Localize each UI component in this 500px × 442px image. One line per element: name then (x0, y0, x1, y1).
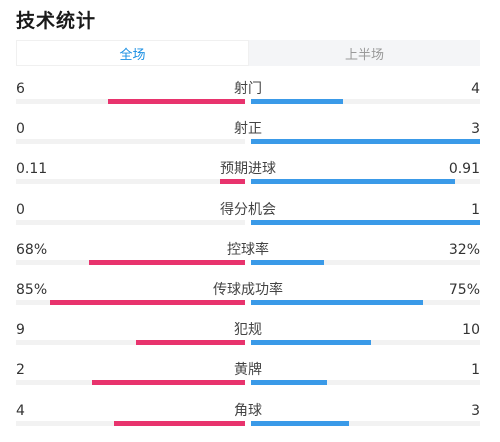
home-value: 0.11 (16, 161, 48, 178)
away-bar (251, 380, 328, 386)
away-bar (251, 99, 343, 104)
away-bar (251, 139, 480, 145)
stat-row: 68% 控球率 32% (16, 241, 480, 281)
stat-label: 控球率 (227, 241, 269, 258)
stat-row: 2 黄牌 1 (16, 361, 480, 401)
home-bar (89, 259, 245, 265)
home-value: 4 (16, 402, 25, 419)
away-track (251, 139, 480, 145)
away-value: 3 (471, 121, 480, 138)
away-bar (251, 219, 480, 225)
away-value: 10 (462, 322, 480, 339)
home-value: 0 (16, 201, 25, 218)
home-value: 6 (16, 81, 25, 97)
stat-row: 0.11 预期进球 0.91 (16, 160, 480, 200)
home-track (16, 380, 245, 386)
home-track (16, 299, 245, 305)
home-track (16, 340, 245, 346)
stat-label: 黄牌 (234, 362, 262, 379)
home-bar (136, 340, 245, 346)
home-value: 68% (16, 241, 48, 258)
home-value: 2 (16, 362, 25, 379)
home-track (16, 420, 245, 426)
stat-label: 射门 (234, 81, 262, 97)
home-track (16, 139, 245, 145)
stat-row: 0 得分机会 1 (16, 201, 480, 241)
stat-row: 85% 传球成功率 75% (16, 281, 480, 321)
stat-row: 0 射正 3 (16, 120, 480, 160)
tab-first-half[interactable]: 上半场 (344, 47, 384, 63)
stat-label: 传球成功率 (213, 281, 283, 298)
away-bar (251, 299, 423, 305)
away-bar (251, 259, 325, 265)
home-bar (50, 299, 245, 305)
page-title: 技术统计 (16, 10, 97, 32)
away-value: 1 (471, 362, 480, 379)
away-track (251, 299, 480, 305)
away-value: 32% (448, 241, 480, 258)
home-bar (92, 380, 245, 386)
stat-row: 4 角球 3 (16, 402, 480, 442)
away-track (251, 420, 480, 426)
stat-row: 9 犯规 10 (16, 321, 480, 361)
home-track (16, 179, 245, 185)
home-bar (107, 99, 245, 104)
away-value: 75% (448, 281, 480, 298)
stat-label: 射正 (234, 121, 262, 138)
home-track (16, 219, 245, 225)
home-track (16, 99, 245, 104)
home-track (16, 259, 245, 265)
tab-full-match[interactable]: 全场 (16, 40, 249, 66)
stat-row: 6 射门 4 (16, 80, 480, 120)
stat-label: 角球 (234, 402, 262, 419)
away-track (251, 380, 480, 386)
home-value: 0 (16, 121, 25, 138)
away-value: 4 (471, 81, 480, 97)
away-value: 3 (471, 402, 480, 419)
stat-label: 预期进球 (220, 161, 276, 178)
away-value: 0.91 (448, 161, 480, 178)
home-value: 9 (16, 322, 25, 339)
away-bar (251, 179, 456, 185)
away-value: 1 (471, 201, 480, 218)
away-track (251, 179, 480, 185)
stat-label: 犯规 (234, 322, 262, 339)
away-track (251, 99, 480, 104)
away-track (251, 219, 480, 225)
period-tabs: 全场 上半场 (16, 40, 480, 66)
away-track (251, 340, 480, 346)
away-track (251, 259, 480, 265)
home-bar (220, 179, 245, 185)
away-bar (251, 420, 350, 426)
away-bar (251, 340, 372, 346)
home-value: 85% (16, 281, 48, 298)
home-bar (114, 420, 245, 426)
stat-label: 得分机会 (220, 201, 276, 218)
stats-list: 6 射门 4 0 射正 3 0.11 预期进球 0.91 0 得分机会 1 68… (16, 80, 480, 442)
